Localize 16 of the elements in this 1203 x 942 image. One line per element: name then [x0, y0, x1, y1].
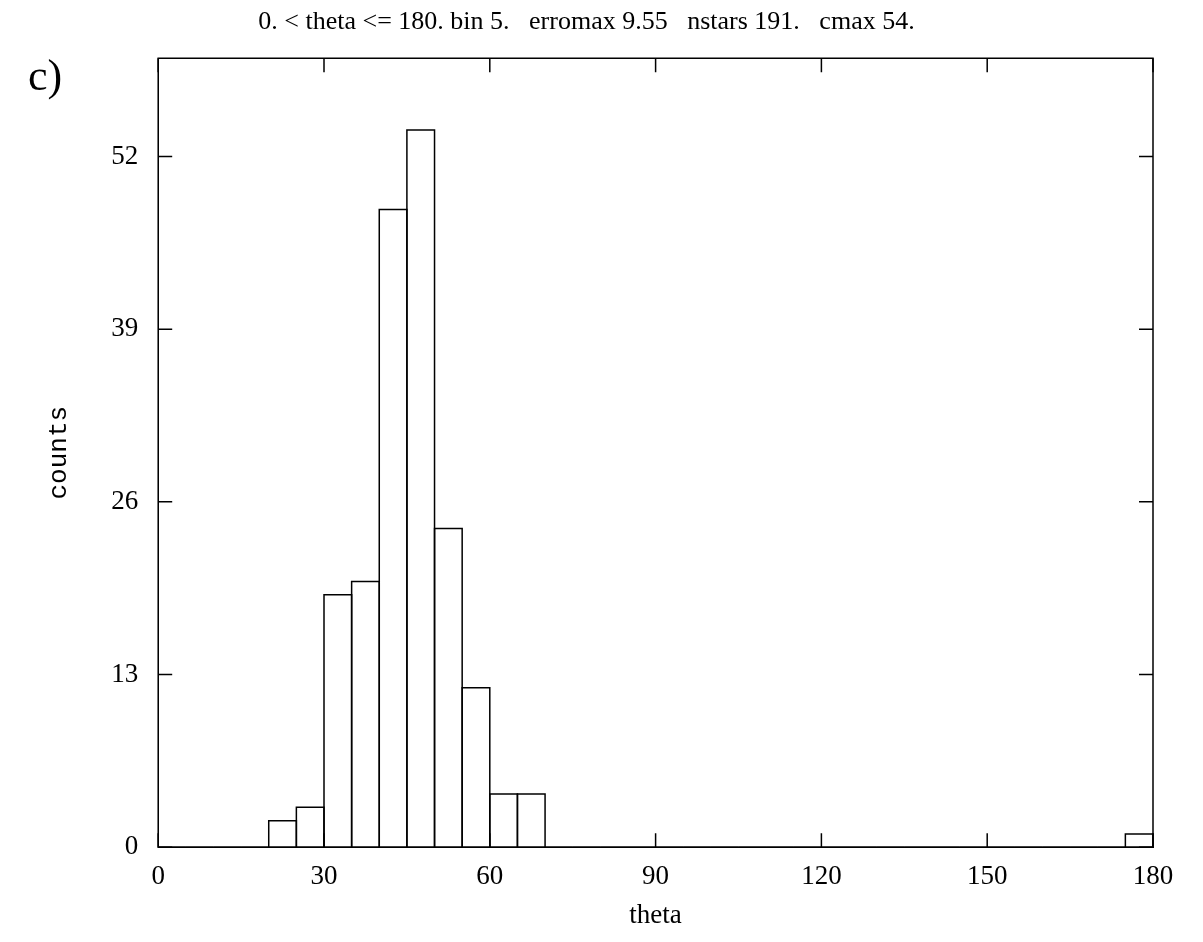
x-tick-label: 60: [476, 860, 504, 891]
x-axis-title: theta: [629, 898, 682, 929]
x-tick-label: 30: [310, 860, 338, 891]
y-tick-label: 0: [124, 830, 139, 861]
x-tick-label: 90: [642, 860, 670, 891]
y-tick-label: 13: [111, 657, 139, 688]
chart-title: 0. < theta <= 180. bin 5. erromax 9.55 nstars 191. cmax 54.: [258, 6, 915, 36]
y-axis-title: counts: [44, 405, 75, 500]
x-tick-label: 120: [801, 860, 842, 891]
text: c): [28, 50, 63, 100]
y-tick-label: 26: [111, 484, 139, 515]
y-tick-label: 52: [111, 139, 139, 170]
x-tick-label: 180: [1132, 860, 1174, 891]
x-tick-label: 150: [966, 860, 1008, 891]
y-tick-label: 39: [111, 312, 139, 343]
x-tick-label: 0: [151, 860, 165, 891]
